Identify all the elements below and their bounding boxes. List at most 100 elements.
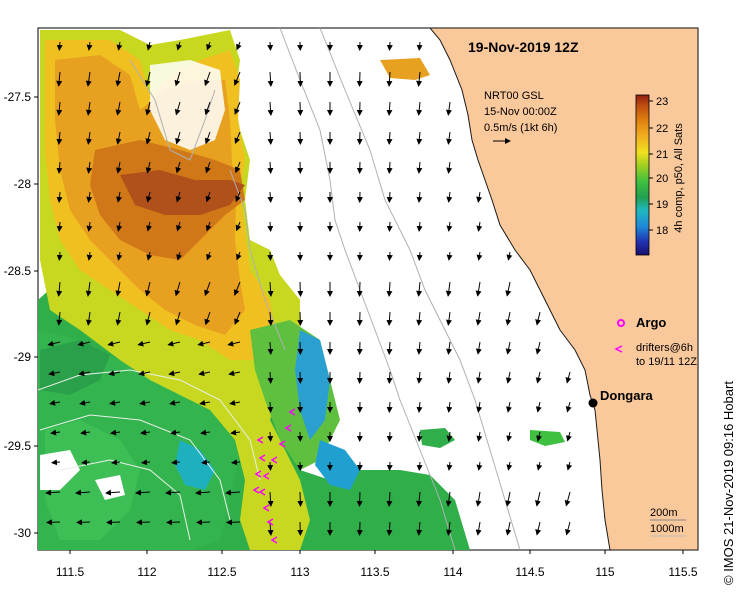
drifter-tracks	[252, 408, 296, 544]
current-arrow	[297, 71, 304, 87]
current-arrow	[175, 161, 182, 174]
current-arrow	[476, 461, 483, 471]
colorbar-tick-label: 20	[656, 173, 668, 185]
y-tick-label: -29.5	[4, 439, 32, 453]
current-arrow	[475, 521, 482, 536]
current-arrow	[416, 131, 423, 145]
current-arrow	[446, 341, 453, 355]
x-tick-label: 112.5	[207, 565, 236, 579]
current-arrow	[105, 489, 121, 496]
current-arrow	[476, 251, 483, 261]
current-arrow	[137, 340, 151, 347]
current-arrow	[416, 401, 423, 413]
current-arrow	[386, 491, 393, 507]
current-arrow	[267, 401, 274, 413]
current-arrow	[139, 399, 151, 406]
current-arrow	[169, 399, 181, 406]
current-arrow	[115, 281, 122, 297]
current-arrow	[230, 429, 241, 436]
current-arrow	[446, 431, 453, 442]
current-arrow	[135, 489, 151, 496]
x-tick-label: 115.5	[668, 565, 697, 579]
current-arrow	[204, 311, 211, 326]
colorbar-tick-label: 19	[656, 199, 668, 211]
current-arrow	[234, 311, 241, 325]
current-arrow	[476, 401, 483, 413]
current-arrow	[206, 251, 212, 261]
current-arrow	[566, 461, 573, 471]
current-arrow	[86, 251, 93, 261]
current-arrow	[386, 131, 393, 145]
current-arrow	[145, 131, 152, 145]
current-arrow	[416, 371, 423, 384]
current-arrow	[195, 489, 211, 496]
current-arrow	[535, 371, 542, 384]
current-arrow	[267, 161, 274, 174]
current-arrow	[170, 429, 181, 436]
current-arrow	[386, 71, 393, 87]
current-arrow	[165, 489, 181, 496]
dongara-marker	[588, 398, 598, 408]
current-arrow	[115, 71, 122, 87]
current-arrow	[267, 341, 274, 355]
drifter-point	[258, 454, 266, 462]
drifter-point	[278, 440, 286, 448]
current-arrow	[564, 491, 571, 507]
current-arrow	[565, 401, 572, 413]
current-arrow	[446, 251, 453, 261]
drifters-label-1: drifters@6h	[636, 342, 693, 354]
current-arrow	[416, 41, 423, 51]
current-arrow	[49, 399, 61, 406]
drifter-point	[262, 504, 270, 512]
current-arrow	[56, 281, 63, 297]
current-arrow	[175, 221, 182, 232]
current-arrow	[174, 281, 181, 297]
y-tick-label: -28	[14, 177, 32, 191]
argo-label: Argo	[636, 315, 666, 330]
current-arrow	[235, 191, 241, 203]
current-arrow	[56, 41, 63, 51]
current-arrow	[386, 191, 393, 203]
current-arrow	[56, 161, 63, 174]
current-arrow	[445, 281, 452, 297]
current-arrow	[86, 41, 93, 51]
current-arrow	[446, 461, 453, 471]
current-arrow	[51, 459, 61, 466]
current-arrow	[297, 281, 304, 297]
current-arrow	[115, 131, 122, 145]
drifter-point	[270, 456, 278, 464]
current-arrow	[506, 251, 513, 261]
colorbar-tick-label: 18	[656, 225, 668, 237]
x-tick-label: 111.5	[56, 565, 85, 579]
drifter-point	[262, 472, 270, 480]
map-title: 19-Nov-2019 12Z	[468, 39, 579, 55]
current-arrow	[107, 340, 121, 347]
current-arrow	[168, 370, 181, 377]
current-arrow	[476, 371, 482, 384]
drifter-point	[254, 470, 262, 478]
current-arrow	[196, 519, 211, 526]
current-arrow	[236, 41, 242, 51]
current-arrow	[106, 519, 121, 526]
current-arrow	[174, 71, 181, 87]
current-arrow	[204, 281, 211, 297]
current-arrow	[234, 101, 241, 115]
current-arrow	[475, 491, 482, 507]
current-arrow	[416, 71, 423, 87]
current-arrow	[45, 489, 61, 496]
current-arrow	[86, 191, 93, 203]
current-arrow	[115, 311, 122, 326]
current-arrow	[176, 251, 183, 261]
current-arrow	[446, 131, 453, 145]
current-arrow	[116, 41, 123, 51]
current-arrow	[506, 461, 513, 471]
current-arrow	[108, 370, 121, 377]
current-arrow	[386, 161, 393, 174]
x-tick-label: 112	[137, 565, 156, 579]
current-arrow	[446, 191, 453, 203]
current-arrow	[234, 131, 241, 145]
current-arrow	[416, 251, 423, 261]
current-arrow	[204, 71, 211, 87]
credit-label: © IMOS 21-Nov-2019 09:16 Hobart	[721, 381, 736, 585]
